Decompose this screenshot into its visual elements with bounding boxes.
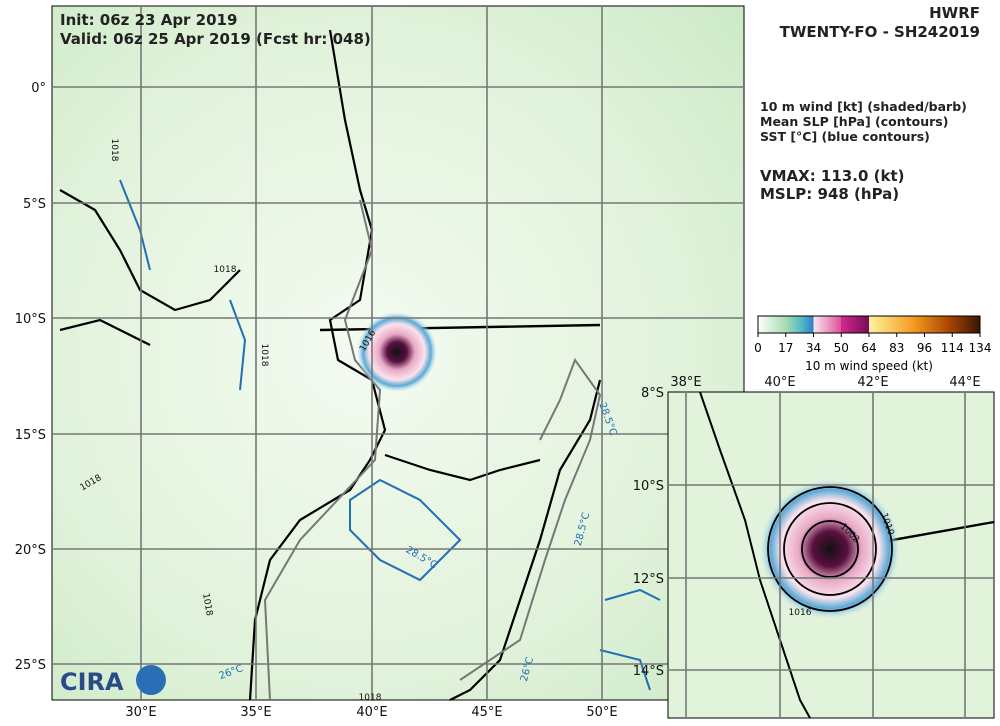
lon-label: 30°E [125, 705, 156, 720]
colorbar-tick-label: 96 [917, 341, 932, 355]
inset-pressure-label: 1016 [789, 608, 812, 618]
pressure-label: 1018 [359, 693, 382, 703]
inset-lat-label: 10°S [633, 479, 664, 494]
sst-contour [119, 179, 661, 691]
grid [52, 6, 744, 700]
colorbar-tick-label: 134 [969, 341, 992, 355]
lat-label: 10°S [15, 312, 46, 327]
colorbar-tick-label: 17 [778, 341, 793, 355]
pressure-label: 1018 [200, 593, 214, 618]
colorbar-tick-label: 0 [754, 341, 762, 355]
inset-lon-label: 44°E [949, 375, 980, 390]
lon-label: 45°E [471, 705, 502, 720]
lat-label: 20°S [15, 543, 46, 558]
colorbar-label: 10 m wind speed (kt) [805, 359, 933, 373]
legend-line: Mean SLP [hPa] (contours) [760, 114, 948, 129]
lon-label: 40°E [356, 705, 387, 720]
init: Init: 06z 23 Apr 2019 [60, 11, 237, 29]
storm-name: TWENTY-FO - SH242019 [780, 23, 980, 41]
pressure-label: 1018 [214, 265, 237, 275]
inset-lat-label: 12°S [633, 572, 664, 587]
inset-lon-label: 42°E [857, 375, 888, 390]
colorbar-tick-label: 50 [834, 341, 849, 355]
inset-lat-label: 14°S [633, 664, 664, 679]
colorbar-tick-label: 83 [889, 341, 904, 355]
inset-grid [668, 392, 994, 718]
inset-lon-label: 38°E [670, 375, 701, 390]
lat-label: 15°S [15, 428, 46, 443]
colorbar-tick-label: 114 [941, 341, 964, 355]
colorbar [757, 315, 981, 334]
pressure-label: 1018 [109, 139, 119, 162]
logo: CIRA [60, 668, 124, 696]
inset-pressure [767, 486, 893, 612]
legend-line: 10 m wind [kt] (shaded/barb) [760, 99, 967, 114]
land-border [263, 199, 602, 701]
lat-label: 25°S [15, 658, 46, 673]
legend-line: SST [°C] (blue contours) [760, 129, 930, 144]
valid: Valid: 06z 25 Apr 2019 (Fcst hr: 048) [60, 30, 371, 48]
inset-lon-label: 40°E [764, 375, 795, 390]
colorbar-tick-label: 34 [806, 341, 821, 355]
storm [357, 312, 437, 392]
lat-label: 0° [31, 81, 46, 96]
lon-label: 35°E [240, 705, 271, 720]
mslp: MSLP: 948 (hPa) [760, 185, 899, 203]
vmax: VMAX: 113.0 (kt) [760, 167, 904, 185]
model: HWRF [929, 4, 980, 22]
lat-label: 5°S [23, 197, 46, 212]
colorbar-tick-label: 64 [861, 341, 876, 355]
inset-lat-label: 8°S [641, 386, 664, 401]
logo-icon [136, 665, 166, 695]
inset-storm [760, 479, 900, 619]
lon-label: 50°E [586, 705, 617, 720]
pressure-label: 1018 [259, 344, 269, 367]
